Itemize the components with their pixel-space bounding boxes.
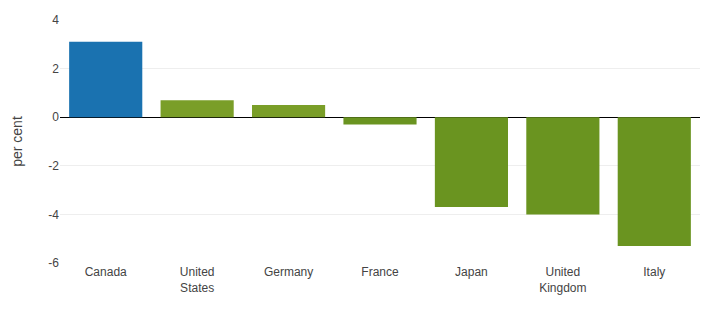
svg-text:France: France — [361, 265, 399, 279]
svg-text:-2: -2 — [48, 159, 59, 173]
svg-text:2: 2 — [52, 62, 59, 76]
svg-text:UnitedStates: UnitedStates — [180, 265, 215, 295]
svg-text:-6: -6 — [48, 256, 59, 270]
svg-text:4: 4 — [52, 13, 59, 27]
svg-text:Japan: Japan — [455, 265, 488, 279]
svg-text:UnitedKingdom: UnitedKingdom — [539, 265, 586, 295]
svg-text:0: 0 — [52, 110, 59, 124]
svg-text:Germany: Germany — [264, 265, 313, 279]
svg-text:Italy: Italy — [643, 265, 665, 279]
svg-text:per cent: per cent — [9, 116, 25, 167]
svg-text:Canada: Canada — [85, 265, 127, 279]
svg-text:-4: -4 — [48, 208, 59, 222]
